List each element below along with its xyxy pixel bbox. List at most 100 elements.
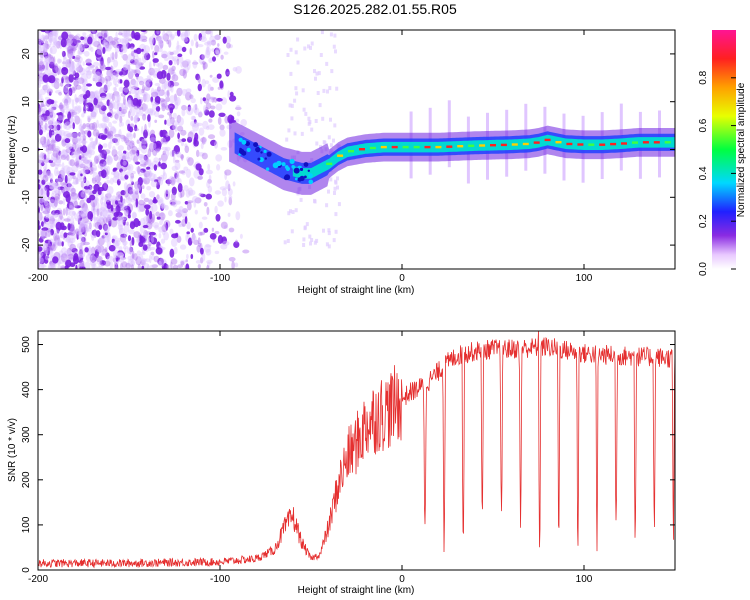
noise-blob [336,185,339,190]
noise-blob [139,160,147,167]
noise-blob [75,77,82,84]
noise-blob [108,121,112,128]
noise-blob [38,80,42,89]
noise-blob [154,224,159,230]
noise-blob [69,201,74,209]
noise-blob [114,262,119,269]
noise-blob [112,138,118,143]
noise-blob [45,110,50,117]
noise-blob [195,163,202,171]
noise-blob [38,205,41,215]
noise-blob [41,197,49,203]
noise-blob [172,56,180,62]
noise-blob [196,44,204,48]
noise-blob [206,93,211,101]
noise-blob [38,214,42,218]
noise-blob [67,48,72,53]
noise-blob [219,186,227,191]
noise-blob [199,231,205,236]
noise-blob [125,197,132,204]
noise-blob [217,86,221,90]
noise-blob [75,138,82,142]
noise-blob [207,185,213,193]
noise-blob [101,234,106,244]
noise-blob [120,195,123,203]
noise-blob [99,159,107,167]
noise-blob [187,131,194,140]
noise-blob [60,265,66,269]
ridge-blob [239,148,243,152]
noise-blob [44,40,49,49]
noise-blob [82,32,87,37]
noise-blob [187,104,191,112]
noise-blob [31,182,37,190]
noise-blob [57,58,61,64]
noise-blob [103,30,109,40]
noise-blob [101,196,107,201]
noise-blob [158,40,164,44]
noise-blob [172,120,180,126]
noise-blob [54,147,60,152]
noise-blob [74,115,78,120]
noise-blob [180,154,184,161]
noise-blob [197,176,202,181]
noise-blob [133,132,136,139]
noise-blob [54,189,59,195]
noise-blob [226,71,231,76]
noise-blob [147,263,150,269]
noise-blob [200,142,204,150]
noise-blob [75,143,80,151]
noise-blob [43,222,50,229]
noise-blob [45,44,50,50]
noise-blob [51,118,55,127]
noise-blob [161,53,168,59]
noise-blob [78,50,83,56]
noise-blob [135,112,140,117]
noise-blob [51,125,59,131]
noise-blob [131,211,137,220]
ridge-hot-segment [446,145,453,148]
noise-blob [33,184,37,187]
noise-blob [169,228,174,235]
noise-blob [89,255,97,263]
noise-blob [39,141,46,145]
noise-blob [49,31,52,36]
noise-blob [214,140,218,149]
noise-blob [56,229,60,238]
noise-blob [301,88,305,93]
noise-blob [129,33,133,37]
noise-blob [204,80,210,85]
noise-blob [75,157,79,164]
noise-blob [313,240,317,245]
noise-blob [325,203,329,208]
noise-blob [182,37,189,43]
noise-blob [73,196,78,202]
noise-blob [38,232,40,238]
ridge-blob [265,167,270,171]
noise-blob [38,110,41,115]
noise-blob [100,202,106,211]
noise-blob [165,96,171,102]
noise-blob [149,71,153,76]
noise-blob [172,72,176,80]
noise-blob [151,91,159,98]
noise-blob [198,33,203,41]
noise-blob [91,91,98,99]
ridge-hot-segment [522,142,529,146]
noise-blob [76,66,84,73]
noise-blob [303,226,307,231]
noise-blob [197,75,201,84]
noise-blob [77,170,82,179]
noise-blob [110,65,113,75]
noise-blob [34,127,38,134]
snr-x-tick-label: 100 [576,574,593,585]
noise-blob [208,174,212,181]
noise-blob [193,169,200,179]
noise-blob [158,42,163,50]
noise-blob [135,73,140,78]
noise-blob [82,81,86,86]
noise-blob [30,139,33,148]
noise-blob [54,196,60,200]
noise-blob [49,121,54,126]
noise-blob [290,116,294,121]
